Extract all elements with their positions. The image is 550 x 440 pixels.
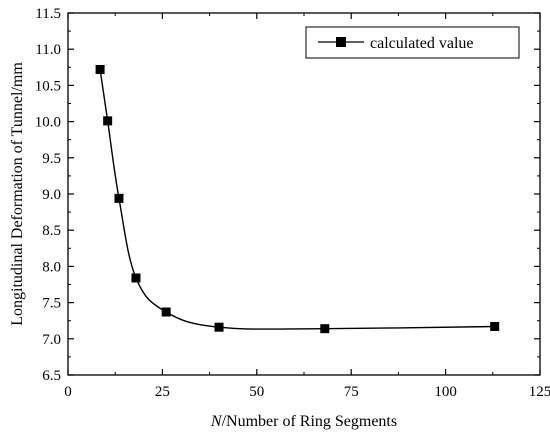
y-tick-label: 6.5 — [42, 368, 61, 384]
data-point — [320, 324, 330, 334]
y-tick-label: 11.5 — [35, 6, 61, 22]
x-tick-label: 100 — [434, 384, 457, 400]
x-axis-title: N/Number of Ring Segments — [210, 413, 397, 430]
y-axis-title: Longitudinal Deformation of Tunnel/mm — [9, 62, 26, 326]
data-points-layer — [95, 64, 500, 334]
series-curve — [99, 69, 495, 330]
legend-label: calculated value — [370, 35, 474, 52]
x-tick-label: 125 — [529, 384, 550, 400]
data-point — [103, 116, 113, 126]
axis-ticks: 0 25 50 75 100 125 6.5 7.0 7.5 8.0 8.5 9.0 9.5 10.0 10… — [35, 6, 550, 400]
data-point — [490, 321, 500, 331]
y-tick-label: 9.5 — [42, 151, 61, 167]
data-point — [214, 322, 224, 332]
x-axis-title-italic: N — [210, 413, 223, 430]
legend: calculated value — [305, 26, 520, 59]
legend-marker — [336, 37, 346, 47]
y-tick-label: 8.5 — [42, 223, 61, 239]
y-tick-label: 7.5 — [42, 296, 61, 312]
data-point — [95, 64, 105, 74]
x-tick-label: 25 — [155, 384, 170, 400]
y-tick-label: 11.0 — [35, 42, 61, 58]
fit-curve-layer — [99, 69, 495, 330]
x-axis-title-rest: /Number of Ring Segments — [222, 413, 398, 430]
data-point — [131, 273, 141, 283]
x-tick-label: 75 — [344, 384, 359, 400]
y-tick-label: 7.0 — [42, 332, 61, 348]
x-tick-label: 0 — [64, 384, 72, 400]
y-tick-label: 10.5 — [35, 78, 61, 94]
data-point — [114, 193, 124, 203]
data-point — [161, 307, 171, 317]
x-tick-label: 50 — [249, 384, 264, 400]
y-tick-label: 8.0 — [42, 259, 61, 275]
y-tick-label: 10.0 — [35, 115, 61, 131]
plot-frame — [67, 12, 541, 376]
y-tick-label: 9.0 — [42, 187, 61, 203]
